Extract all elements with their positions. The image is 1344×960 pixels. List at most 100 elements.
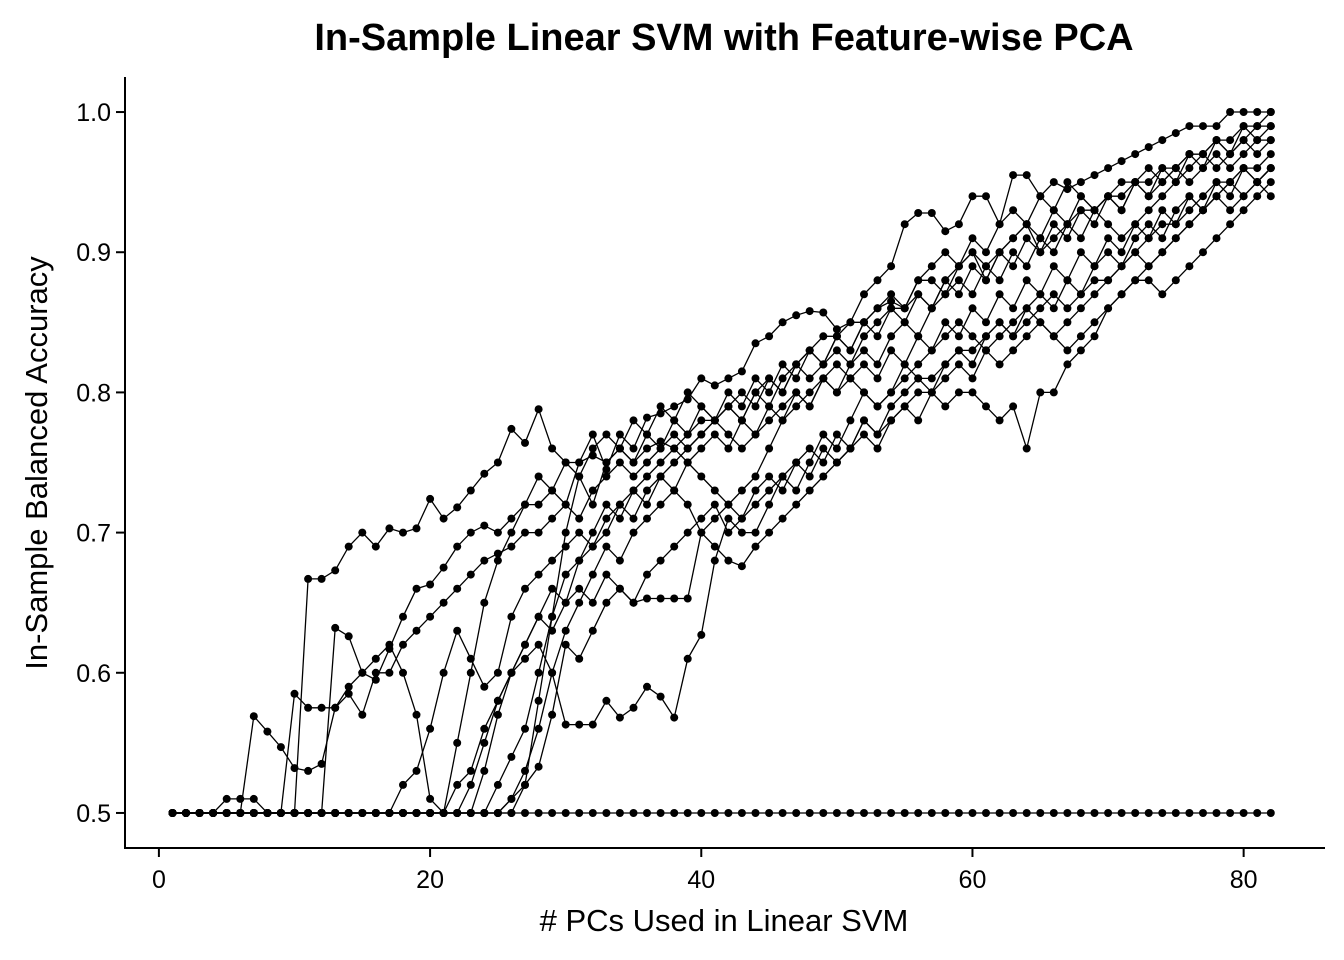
data-point (819, 308, 828, 317)
data-point (1063, 809, 1072, 817)
data-point (615, 500, 624, 509)
data-point (588, 598, 597, 607)
data-point (1090, 809, 1099, 817)
data-point (1171, 809, 1180, 817)
data-point (480, 809, 489, 817)
y-tick-label: 1.0 (76, 99, 111, 127)
data-point (954, 360, 963, 369)
data-point (195, 809, 204, 817)
data-point (561, 528, 570, 537)
data-point (588, 430, 597, 439)
data-point (1009, 809, 1018, 817)
data-point (602, 542, 611, 551)
data-point (426, 794, 435, 803)
data-point (1049, 304, 1058, 313)
data-point (710, 514, 719, 523)
data-point (399, 668, 407, 677)
data-point (724, 500, 733, 509)
data-point (399, 640, 407, 649)
data-point (561, 640, 570, 649)
data-point (846, 360, 855, 369)
data-point (507, 752, 516, 761)
data-point (968, 332, 977, 341)
data-point (1253, 136, 1262, 145)
data-point (1199, 809, 1207, 817)
data-point (1144, 220, 1153, 229)
data-point (534, 809, 543, 817)
data-point (805, 346, 814, 355)
data-point (385, 524, 394, 533)
data-point (1171, 234, 1180, 243)
data-point (1049, 332, 1058, 341)
data-point (412, 584, 421, 593)
data-point (1226, 150, 1235, 159)
y-axis-label: In-Sample Balanced Accuracy (19, 256, 54, 670)
data-point (968, 290, 977, 299)
data-point (860, 332, 868, 341)
data-point (968, 262, 977, 271)
data-point (480, 556, 489, 565)
data-point (412, 766, 421, 775)
data-point (1009, 234, 1018, 243)
data-point (1239, 192, 1248, 201)
data-point (941, 248, 950, 257)
data-point (1036, 388, 1045, 397)
data-point (860, 388, 868, 397)
y-tick-label: 0.8 (76, 379, 111, 407)
series-line (172, 111, 1271, 814)
data-point (412, 626, 421, 635)
data-point (792, 458, 801, 467)
data-point (426, 724, 435, 733)
data-point (1117, 178, 1126, 187)
data-point (399, 809, 407, 817)
data-point (249, 712, 258, 721)
data-point (1266, 122, 1275, 131)
data-point (1266, 164, 1275, 173)
data-point (982, 402, 990, 411)
data-point (1063, 360, 1072, 369)
data-point (697, 630, 706, 639)
data-point (602, 514, 611, 523)
data-point (507, 668, 516, 677)
data-point (1049, 248, 1058, 257)
data-point (331, 566, 340, 575)
data-point (1185, 150, 1194, 159)
data-point (575, 598, 584, 607)
data-point (656, 472, 665, 481)
data-point (1049, 809, 1058, 817)
data-point (1144, 206, 1153, 215)
data-point (887, 346, 896, 355)
data-point (588, 528, 597, 537)
data-point (453, 542, 462, 551)
data-point (548, 668, 557, 677)
data-point (751, 528, 760, 537)
data-point (426, 809, 435, 817)
data-point (602, 696, 611, 705)
data-point (832, 388, 841, 397)
data-point (588, 500, 597, 509)
data-point (1253, 178, 1262, 187)
data-point (521, 809, 529, 817)
data-point (507, 794, 516, 803)
data-point (615, 556, 624, 565)
data-point (629, 486, 638, 495)
data-point (792, 388, 801, 397)
data-point (263, 809, 272, 817)
data-point (1090, 332, 1099, 341)
data-point (982, 346, 990, 355)
data-point (249, 794, 258, 803)
data-point (751, 809, 760, 817)
data-point (1185, 206, 1194, 215)
data-point (1090, 171, 1099, 180)
data-point (236, 794, 245, 803)
data-point (778, 318, 787, 327)
data-point (792, 360, 801, 369)
data-point (995, 276, 1004, 285)
x-tick-label: 0 (152, 866, 166, 894)
data-point (656, 500, 665, 509)
data-point (615, 809, 624, 817)
x-tick-label: 60 (959, 866, 987, 894)
data-point (507, 514, 516, 523)
data-point (629, 514, 638, 523)
data-point (887, 332, 896, 341)
